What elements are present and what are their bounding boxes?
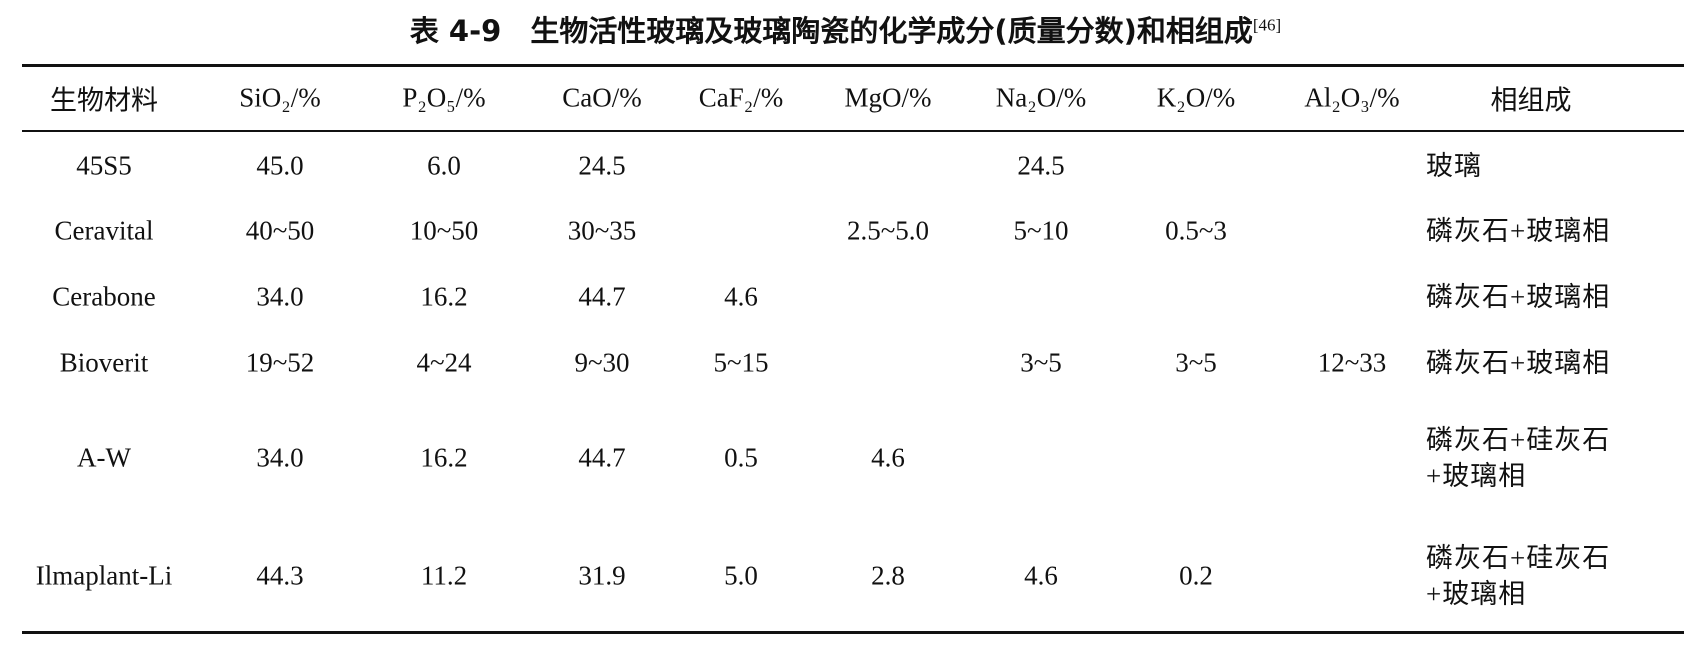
- material-name: Ceravital: [54, 215, 154, 246]
- composition-value: 44.3: [256, 560, 304, 591]
- composition-value: 0.5: [724, 442, 758, 473]
- composition-value: 4.6: [1024, 560, 1058, 591]
- phase-composition: 玻璃: [1426, 151, 1482, 181]
- composition-value: 31.9: [578, 560, 626, 591]
- phase-composition: 磷灰石+硅灰石+玻璃相: [1426, 425, 1611, 491]
- composition-value: 44.7: [578, 281, 626, 312]
- header-cell: K₂O/%: [1156, 82, 1236, 113]
- composition-value: 0.2: [1179, 560, 1213, 591]
- composition-value: 4.6: [871, 442, 905, 473]
- composition-value: 6.0: [427, 150, 461, 181]
- composition-value: 3~5: [1020, 347, 1062, 378]
- phase-composition: 磷灰石+玻璃相: [1426, 282, 1611, 312]
- composition-value: 24.5: [578, 150, 626, 181]
- composition-value: 34.0: [256, 442, 304, 473]
- composition-value: 2.5~5.0: [846, 215, 930, 246]
- composition-value: 4.6: [724, 281, 758, 312]
- header-cell: P₂O₅/%: [402, 82, 486, 113]
- header-cell: MgO/%: [844, 82, 932, 113]
- material-name: 45S5: [76, 150, 132, 181]
- composition-value: 16.2: [420, 442, 468, 473]
- header-cell: 相组成: [1490, 85, 1572, 116]
- phase-composition: 磷灰石+硅灰石+玻璃相: [1426, 543, 1611, 609]
- composition-value: 10~50: [409, 215, 479, 246]
- header-cell: CaF₂/%: [698, 82, 784, 113]
- header-rule: [22, 130, 1684, 132]
- material-name: A-W: [77, 442, 131, 473]
- composition-value: 40~50: [245, 215, 315, 246]
- composition-value: 5~15: [713, 347, 769, 378]
- header-cell: 生物材料: [50, 85, 158, 116]
- composition-value: 11.2: [420, 560, 468, 591]
- composition-value: 16.2: [420, 281, 468, 312]
- composition-value: 30~35: [567, 215, 637, 246]
- header-cell: SiO₂/%: [239, 82, 321, 113]
- table-title: 表 4-9 生物活性玻璃及玻璃陶瓷的化学成分(质量分数)和相组成[46]: [0, 8, 1691, 50]
- material-name: Cerabone: [52, 281, 156, 312]
- composition-value: 19~52: [245, 347, 315, 378]
- composition-value: 45.0: [256, 150, 304, 181]
- phase-composition: 磷灰石+玻璃相: [1426, 348, 1611, 378]
- composition-value: 5.0: [724, 560, 758, 591]
- material-name: Ilmaplant-Li: [35, 560, 173, 591]
- header-cell: Na₂O/%: [995, 82, 1087, 113]
- title-text: 表 4-9 生物活性玻璃及玻璃陶瓷的化学成分(质量分数)和相组成: [409, 14, 1253, 48]
- composition-value: 5~10: [1013, 215, 1069, 246]
- top-rule: [22, 64, 1684, 67]
- composition-value: 0.5~3: [1165, 215, 1227, 246]
- composition-value: 9~30: [574, 347, 630, 378]
- reference: [46]: [1252, 15, 1282, 35]
- composition-value: 24.5: [1017, 150, 1065, 181]
- phase-composition: 磷灰石+玻璃相: [1426, 216, 1611, 246]
- composition-value: 3~5: [1175, 347, 1217, 378]
- composition-value: 34.0: [256, 281, 304, 312]
- composition-value: 2.8: [871, 560, 905, 591]
- composition-value: 12~33: [1317, 347, 1387, 378]
- header-cell: CaO/%: [562, 82, 642, 113]
- composition-value: 4~24: [416, 347, 472, 378]
- bottom-rule: [22, 631, 1684, 634]
- composition-value: 44.7: [578, 442, 626, 473]
- material-name: Bioverit: [59, 347, 149, 378]
- header-cell: Al₂O₃/%: [1304, 82, 1400, 113]
